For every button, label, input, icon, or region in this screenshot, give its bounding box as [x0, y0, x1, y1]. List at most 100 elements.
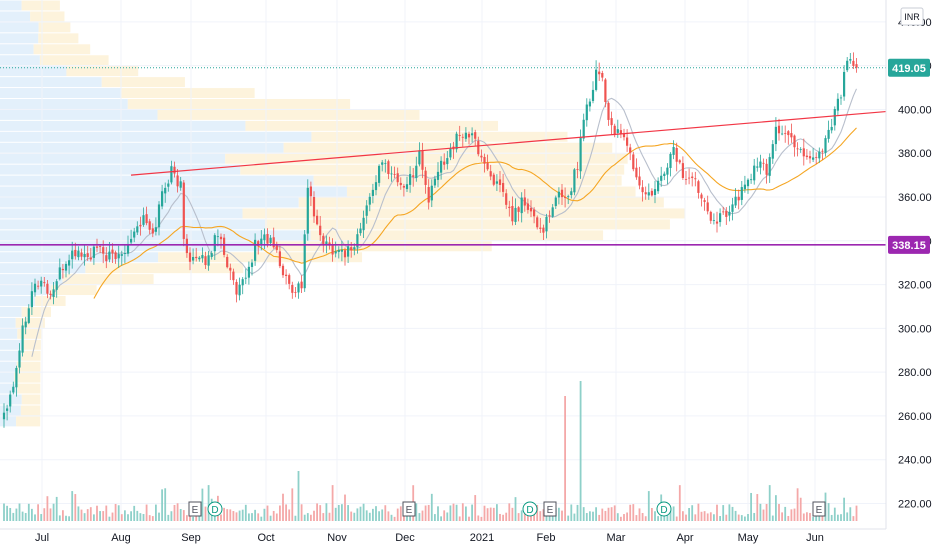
volume-bar — [641, 513, 644, 521]
time-tick-label: Oct — [257, 532, 274, 544]
candle-body — [855, 64, 858, 68]
volume-bar — [415, 503, 418, 521]
candle-body — [266, 233, 269, 244]
candle-body — [235, 281, 238, 295]
volume-bar — [505, 512, 508, 521]
dividend-marker[interactable] — [207, 501, 223, 517]
volume-bar — [840, 514, 842, 521]
candle-body — [508, 206, 511, 209]
volume-bar — [158, 512, 160, 521]
volume-bar — [682, 511, 684, 521]
volume-bar — [651, 508, 653, 521]
volume-bar — [837, 514, 839, 521]
volume-bar — [604, 510, 607, 521]
volume-bar — [248, 513, 250, 521]
volume-profile-bar-down — [20, 405, 41, 416]
candle-body — [340, 249, 343, 252]
candle-body — [551, 207, 554, 217]
candle-body — [365, 205, 368, 216]
candle-body — [359, 228, 362, 234]
candle-body — [9, 394, 12, 407]
volume-bar — [691, 505, 694, 521]
earnings-marker[interactable] — [543, 501, 557, 517]
volume-bar — [468, 516, 470, 521]
volume-profile-bar-down — [313, 175, 622, 186]
volume-bar — [787, 515, 790, 521]
candle-body — [595, 69, 598, 90]
time-tick-label: Jun — [806, 532, 824, 544]
volume-bar — [204, 506, 207, 521]
candle-body — [570, 191, 573, 196]
volume-bar — [511, 507, 514, 521]
volume-bar — [291, 488, 294, 521]
volume-bar — [424, 505, 427, 521]
earnings-marker[interactable] — [188, 501, 202, 517]
volume-bar — [114, 503, 117, 521]
volume-bar — [68, 516, 70, 521]
earnings-marker[interactable] — [402, 501, 416, 517]
volume-bar — [108, 516, 111, 521]
volume-bar — [589, 511, 591, 521]
volume-bar — [381, 509, 384, 521]
candle-body — [68, 260, 71, 266]
volume-bar — [548, 514, 551, 521]
volume-bar — [446, 512, 449, 521]
time-tick-label: Jul — [35, 532, 49, 544]
volume-bar — [260, 516, 263, 521]
candle-body — [802, 148, 805, 157]
candle-body — [734, 196, 737, 206]
volume-bar — [771, 515, 774, 521]
candle-body — [737, 196, 740, 201]
candle-body — [213, 235, 216, 252]
volume-bar — [80, 509, 83, 521]
volume-profile-bar-down — [298, 197, 664, 208]
volume-bar — [613, 505, 616, 521]
volume-bar — [728, 504, 731, 521]
candle-body — [542, 227, 545, 233]
volume-bar — [694, 514, 697, 521]
volume-bar — [241, 509, 244, 521]
volume-bar — [396, 508, 399, 521]
candle-body — [709, 211, 712, 221]
price-tick-label: 400.00 — [898, 104, 932, 116]
candle-body — [539, 227, 542, 229]
volume-bar — [31, 508, 33, 521]
candle-body — [644, 192, 647, 195]
volume-bar — [257, 513, 260, 521]
currency-button[interactable] — [900, 7, 924, 26]
volume-bar — [77, 506, 80, 521]
volume-profile-bar-down — [265, 219, 670, 230]
dividend-marker[interactable] — [522, 501, 538, 517]
candle-body — [257, 241, 260, 246]
volume-profile-bar-down — [311, 131, 568, 142]
candle-body — [247, 266, 250, 278]
earnings-marker[interactable] — [812, 501, 826, 517]
candles — [2, 52, 858, 428]
volume-bar — [629, 504, 632, 521]
candle-body — [105, 255, 108, 262]
candle-body — [21, 325, 24, 353]
candle-body — [83, 254, 86, 258]
candle-body — [765, 163, 768, 175]
volume-profile-bar-down — [30, 11, 65, 22]
candle-body — [371, 189, 374, 196]
volume-bar — [775, 495, 777, 521]
volume-bar — [437, 506, 439, 521]
candle-body — [830, 126, 833, 131]
candle-body — [55, 281, 58, 290]
candle-body — [322, 235, 325, 246]
candle-body — [312, 196, 316, 217]
dividend-marker[interactable] — [656, 501, 672, 517]
candle-body — [148, 221, 151, 230]
candle-body — [505, 193, 508, 205]
candle-body — [33, 283, 37, 293]
volume-bar — [201, 488, 204, 521]
volume-bar — [130, 511, 132, 521]
candle-body — [598, 71, 601, 75]
candle-body — [2, 412, 6, 420]
last-price-badge[interactable] — [888, 58, 930, 77]
support-level-badge[interactable] — [888, 235, 930, 254]
volume-bar — [855, 505, 858, 521]
volume-bar — [192, 516, 194, 521]
